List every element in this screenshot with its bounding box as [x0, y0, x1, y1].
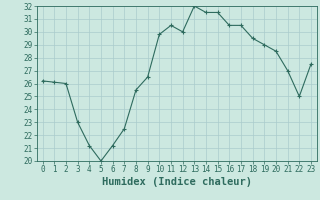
X-axis label: Humidex (Indice chaleur): Humidex (Indice chaleur) — [102, 177, 252, 187]
